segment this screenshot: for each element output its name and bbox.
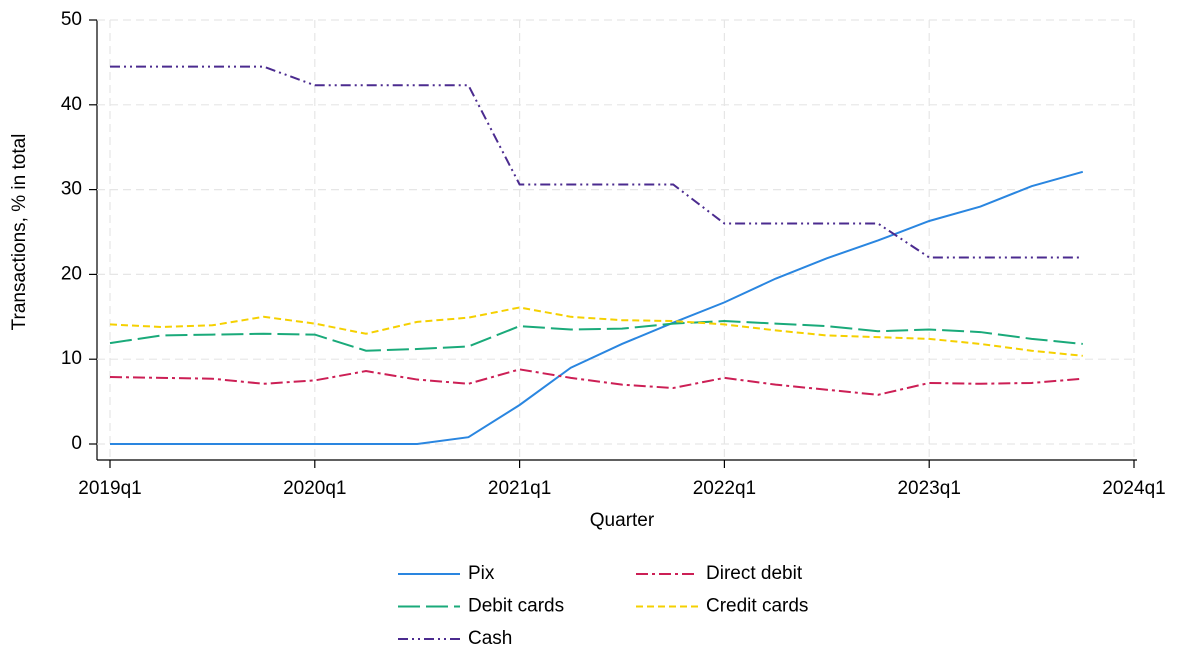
x-tick-label: 2019q1 [78, 478, 141, 499]
x-tick-label: 2022q1 [693, 478, 756, 499]
series-line [109, 320, 1083, 352]
x-axis-title: Quarter [590, 510, 655, 531]
y-axis-title: Transactions, % in total [9, 134, 30, 331]
legend-label: Pix [468, 563, 495, 584]
x-tick-label: 2020q1 [283, 478, 346, 499]
x-tick-label: 2024q1 [1102, 478, 1165, 499]
series-line [110, 65, 1083, 259]
y-tick-label: 50 [61, 9, 82, 30]
y-tick-label: 10 [61, 348, 82, 369]
series-line [110, 170, 1084, 445]
legend-label: Cash [468, 628, 512, 649]
x-tick-label: 2023q1 [897, 478, 960, 499]
x-tick-label: 2021q1 [488, 478, 551, 499]
series-line [109, 306, 1083, 357]
legend-label: Direct debit [706, 563, 803, 584]
series-line [109, 368, 1083, 396]
legend-label: Debit cards [468, 596, 564, 617]
y-tick-label: 20 [61, 263, 82, 284]
y-tick-label: 0 [71, 433, 82, 454]
y-tick-label: 40 [61, 94, 82, 115]
legend-label: Credit cards [706, 596, 808, 617]
y-tick-label: 30 [61, 179, 82, 200]
